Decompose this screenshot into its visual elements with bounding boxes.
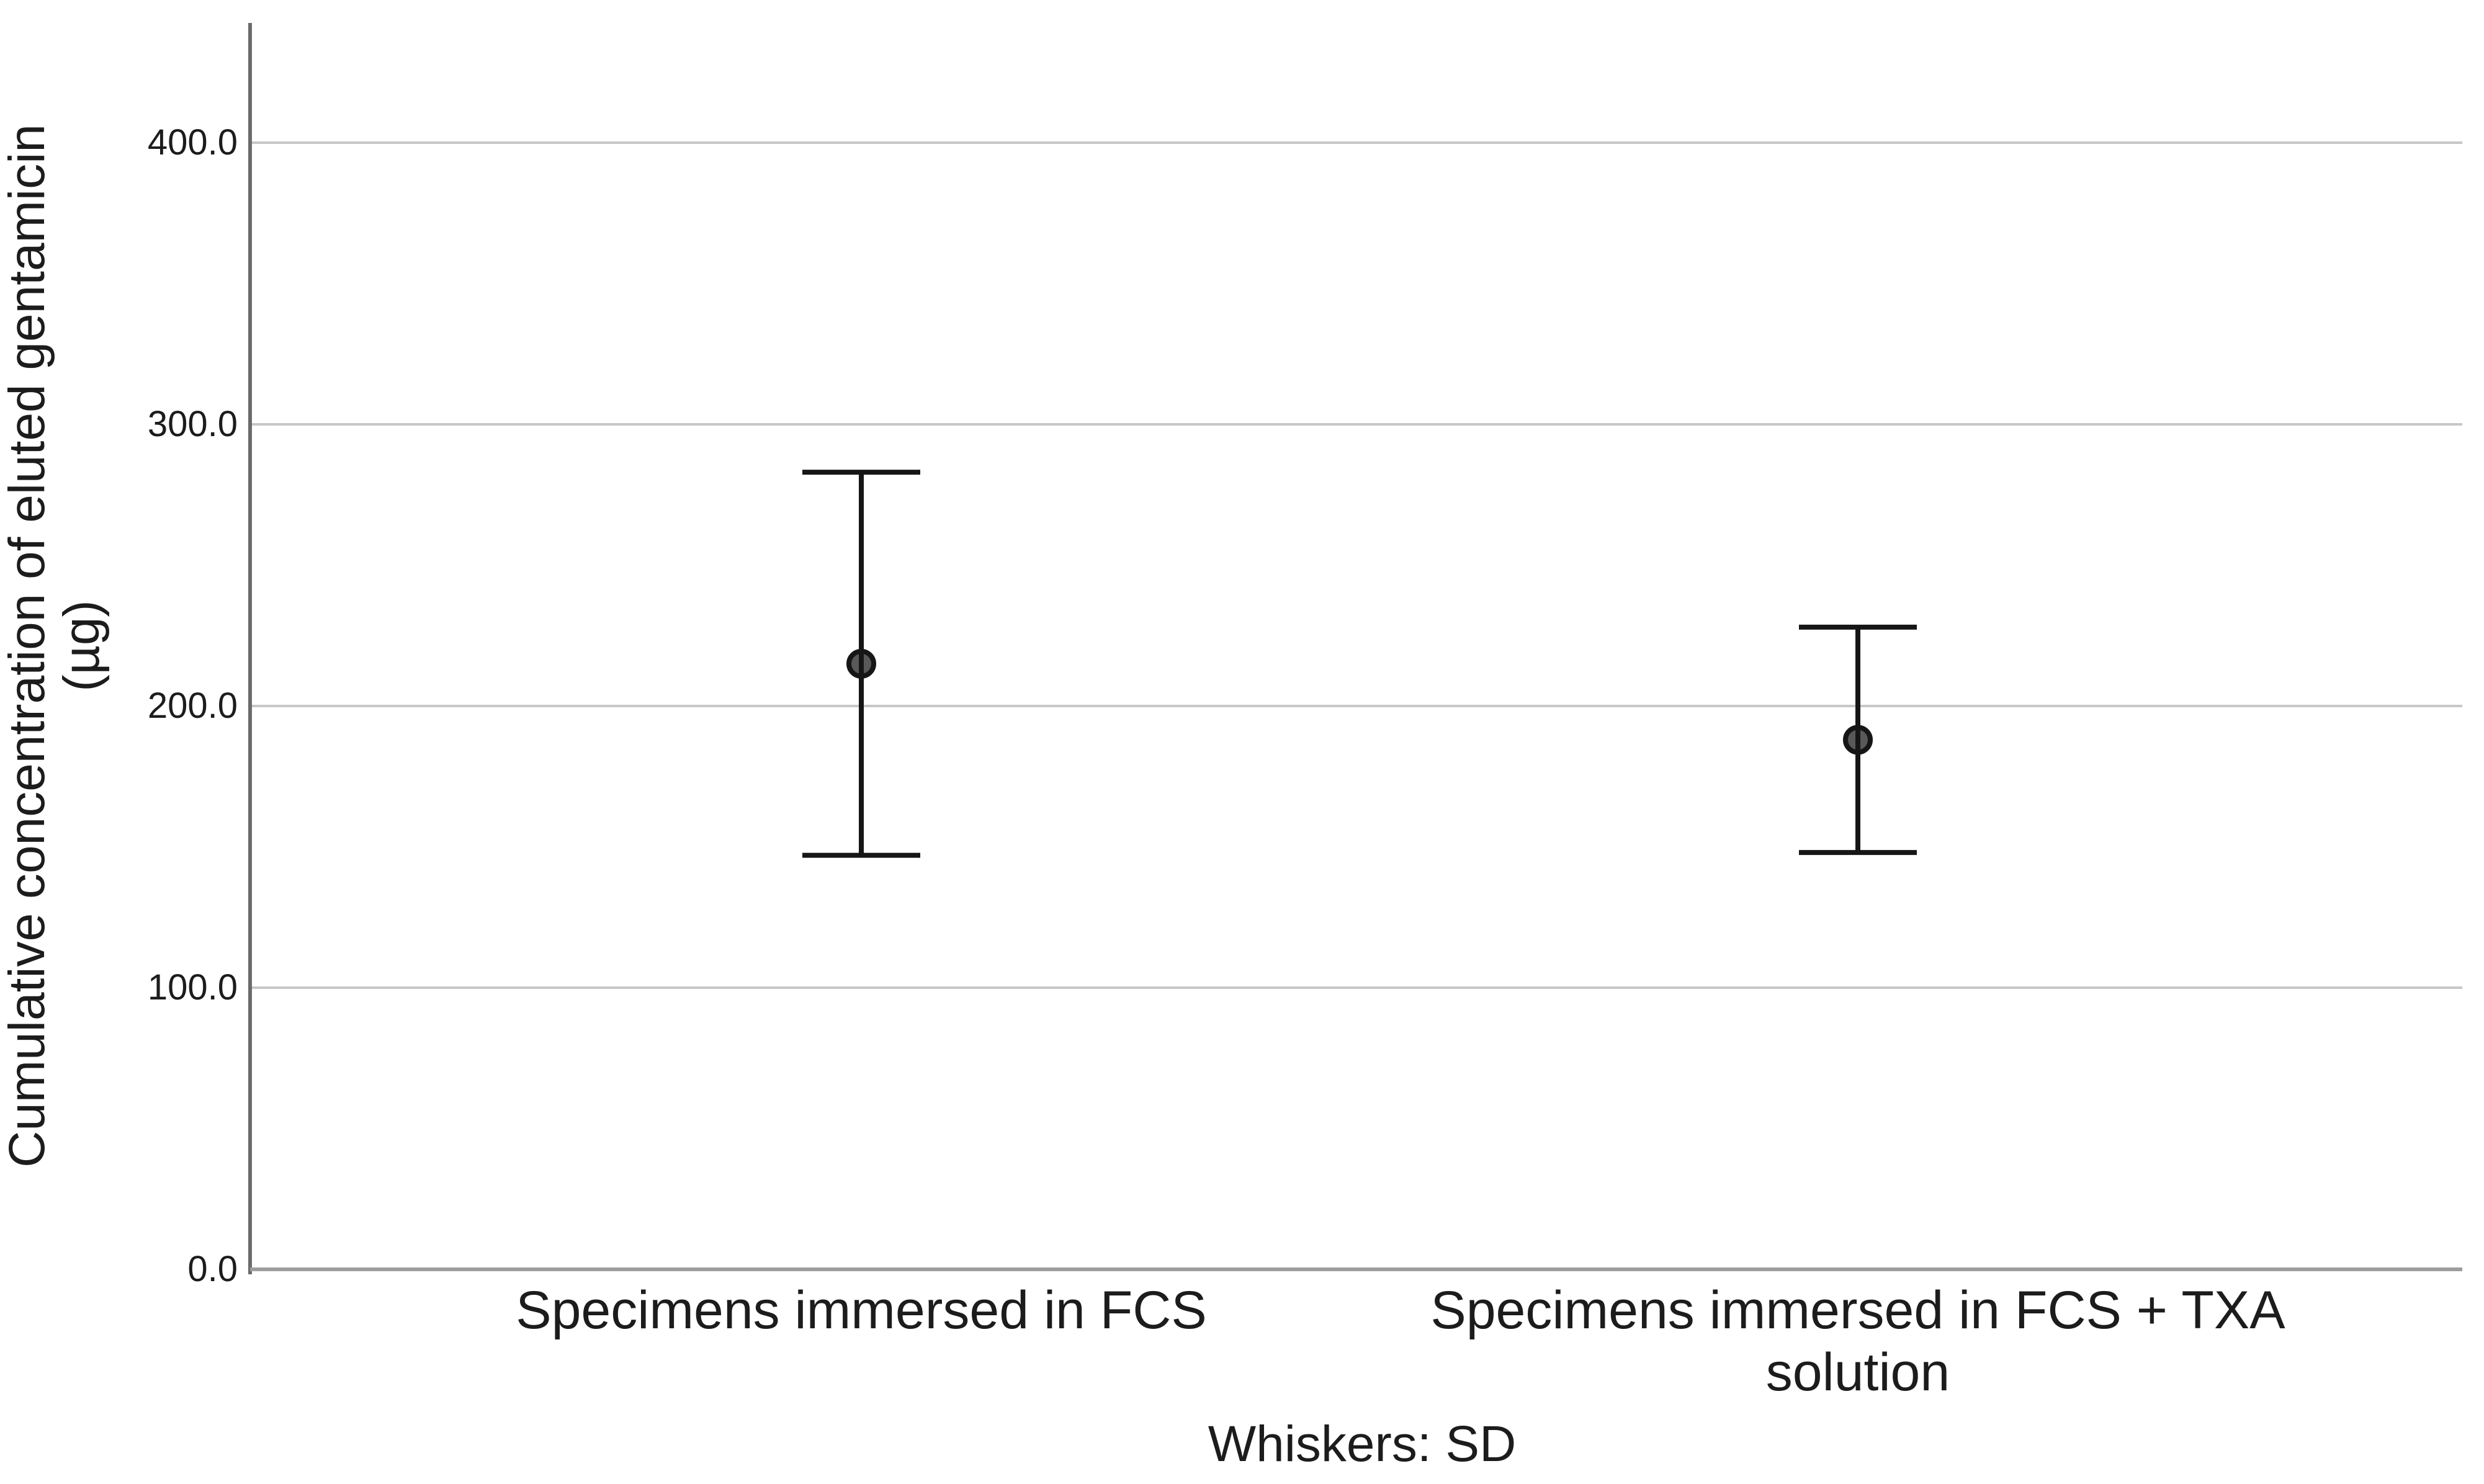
x-category-label: Specimens immersed in FCS bbox=[516, 1281, 1207, 1340]
y-tick-label: 0.0 bbox=[187, 1249, 238, 1289]
y-tick-label: 100.0 bbox=[147, 967, 238, 1008]
y-tick-label: 400.0 bbox=[147, 122, 238, 163]
y-axis-title: Cumulative concentration of eluted genta… bbox=[0, 19, 110, 1272]
y-tick-label: 300.0 bbox=[147, 404, 238, 444]
x-category-label: Specimens immersed in FCS + TXA solution bbox=[1430, 1281, 2285, 1402]
y-axis-unit: (µg) bbox=[53, 600, 110, 692]
y-axis-title-text: Cumulative concentration of eluted genta… bbox=[0, 124, 55, 1168]
whisker-footnote: Whiskers: SD bbox=[1208, 1416, 1517, 1472]
y-tick-label: 200.0 bbox=[147, 686, 238, 726]
